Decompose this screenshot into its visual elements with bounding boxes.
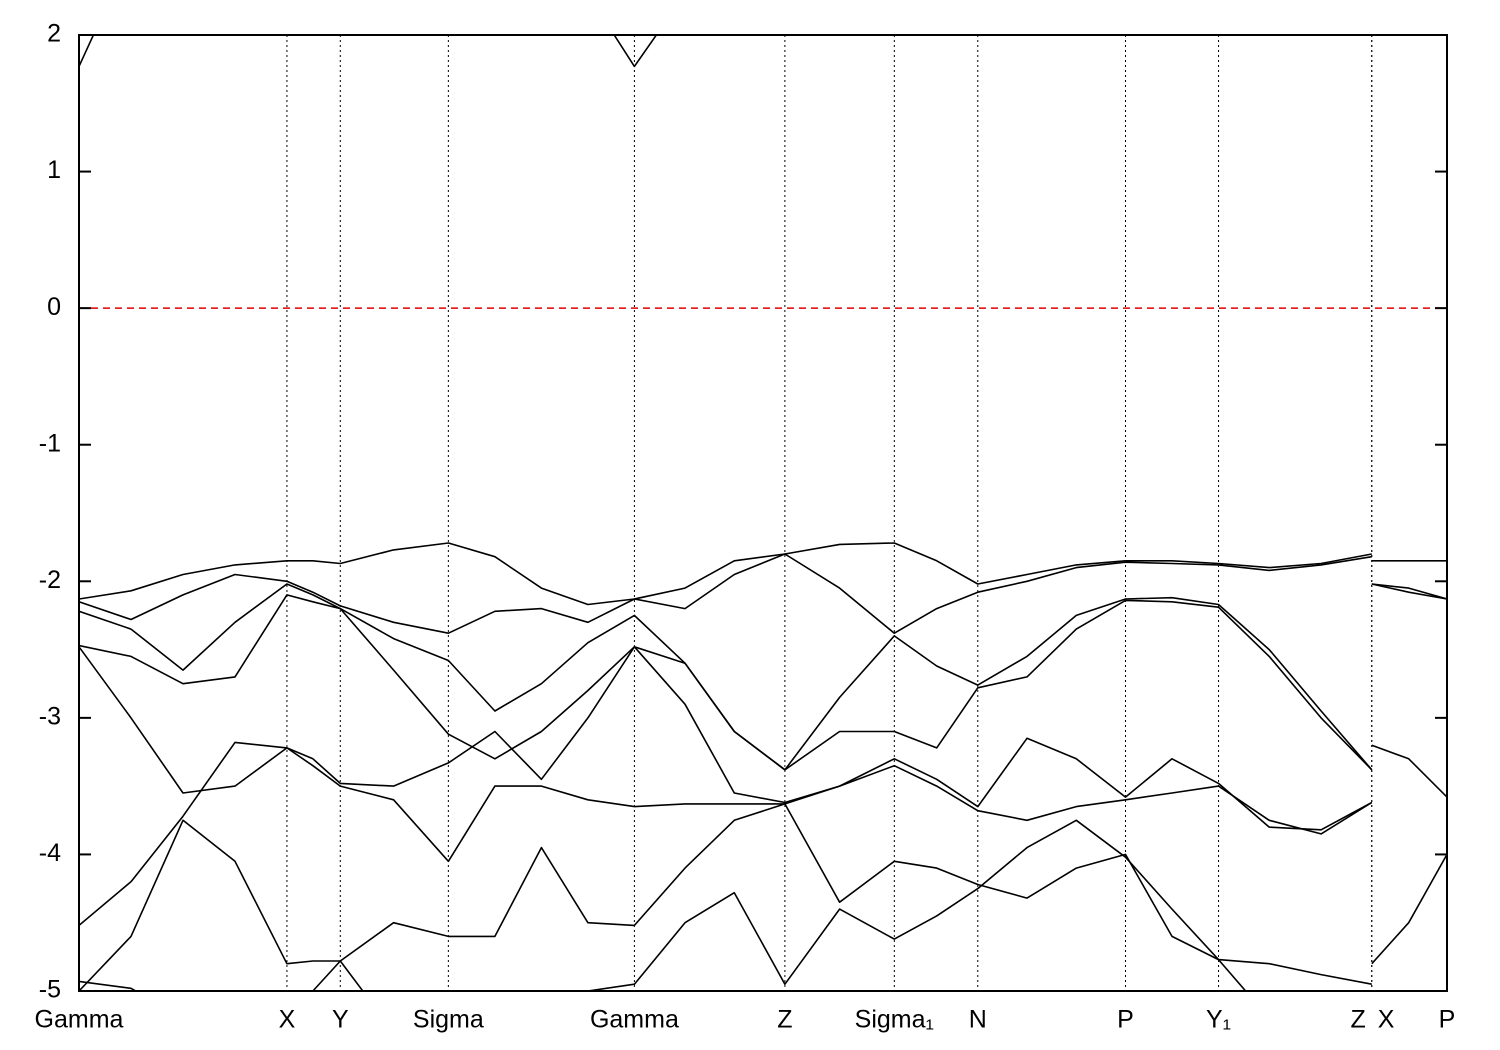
x-tick-label: Z [1350, 1006, 1365, 1034]
x-tick-label: P [1117, 1006, 1134, 1034]
y-tick-label: -4 [39, 839, 61, 867]
x-tick-label: N [969, 1006, 987, 1034]
x-tick-label: Y₁ [1206, 1006, 1231, 1034]
y-tick-label: 2 [47, 20, 61, 48]
y-tick-label: -3 [39, 702, 61, 730]
grid [78, 35, 1448, 991]
band-line [79, 553, 1447, 634]
x-tick-label: X [279, 1006, 296, 1034]
band-line [79, 542, 1447, 606]
band-line [79, 819, 1247, 991]
y-tick-label: 1 [47, 156, 61, 184]
x-tick-label: P [1439, 1006, 1456, 1034]
x-tick-label: Gamma [590, 1006, 679, 1034]
band-line [79, 646, 1373, 831]
band-line [79, 583, 1447, 771]
band-line [79, 741, 1373, 927]
band-line [79, 594, 1447, 798]
x-tick-label: Y [332, 1006, 349, 1034]
plot-frame [78, 34, 1448, 992]
y-tick-label: -1 [39, 429, 61, 457]
band-line [79, 35, 658, 68]
bands [79, 35, 1447, 991]
x-tick-label: Z [777, 1006, 792, 1034]
y-tick-label: 0 [47, 293, 61, 321]
x-tick-label: Sigma₁ [855, 1006, 934, 1034]
x-tick-label: Sigma [413, 1006, 484, 1034]
y-tick-label: -2 [39, 566, 61, 594]
y-tick-label: -5 [39, 976, 61, 1004]
x-tick-label: Gamma [35, 1006, 124, 1034]
band-line [79, 803, 1447, 991]
x-tick-label: X [1378, 1006, 1395, 1034]
